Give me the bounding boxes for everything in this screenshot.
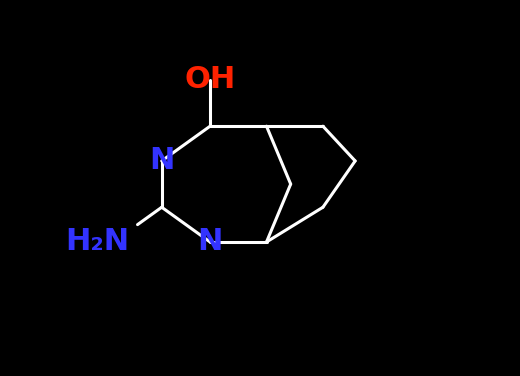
Text: N: N	[198, 227, 223, 256]
Text: H₂N: H₂N	[65, 227, 129, 256]
Text: OH: OH	[185, 65, 236, 94]
Text: N: N	[149, 146, 174, 176]
